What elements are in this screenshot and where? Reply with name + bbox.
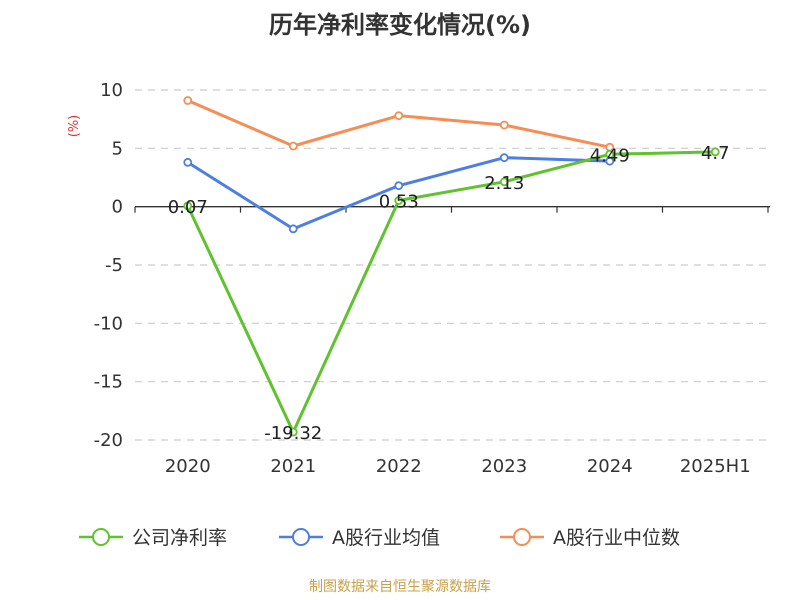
series <box>183 96 720 437</box>
data-point <box>394 181 404 191</box>
data-point <box>183 96 193 105</box>
data-label: 4.7 <box>701 143 730 164</box>
legend-label: A股行业中位数 <box>553 527 680 549</box>
data-point <box>499 120 509 130</box>
x-tick-label: 2021 <box>270 456 316 477</box>
data-point <box>288 427 298 437</box>
series-line <box>187 99 611 149</box>
data-point <box>499 153 509 163</box>
series-line <box>186 150 716 434</box>
legend: 公司净利率 A股行业均值 A股行业中位数 <box>79 527 680 549</box>
x-tick-label: 2024 <box>587 456 633 477</box>
data-label: 0.07 <box>168 197 208 218</box>
legend-item[interactable]: A股行业中位数 <box>500 527 680 549</box>
legend-item[interactable]: A股行业均值 <box>279 527 440 549</box>
data-labels: 0.07 -19.32 0.53 2.13 4.49 4.7 <box>168 143 730 444</box>
y-tick-label: 5 <box>112 138 123 159</box>
data-point <box>288 141 298 151</box>
data-point <box>183 201 193 211</box>
gridlines <box>135 89 768 441</box>
x-tick-label: 2023 <box>481 456 527 477</box>
x-tick-label: 2025H1 <box>680 456 751 477</box>
legend-swatch-marker <box>292 528 310 546</box>
data-label: 4.49 <box>590 145 630 166</box>
y-tick-label: 10 <box>100 80 123 101</box>
y-tick-label: -20 <box>94 430 123 451</box>
data-point <box>394 111 404 121</box>
data-label: 2.13 <box>484 173 524 194</box>
data-point <box>394 196 404 205</box>
source-note: 制图数据来自恒生聚源数据库 <box>309 579 491 595</box>
data-point <box>288 224 298 234</box>
x-tick-label: 2020 <box>165 456 211 477</box>
axes: 10 5 0 -5 -10 -15 -20 2020 2021 2022 2023 2024 2025H… <box>94 80 770 477</box>
y-tick-label: -15 <box>94 372 123 393</box>
data-point <box>605 149 615 159</box>
legend-swatch-marker <box>92 528 110 546</box>
data-point <box>710 147 720 157</box>
data-label: -19.32 <box>264 423 322 444</box>
data-label: 0.53 <box>379 191 419 212</box>
legend-label: A股行业均值 <box>332 527 440 549</box>
y-tick-label: -10 <box>94 313 123 334</box>
chart-title: 历年净利率变化情况(%) <box>269 11 531 39</box>
legend-label: 公司净利率 <box>132 527 227 549</box>
legend-item[interactable]: 公司净利率 <box>79 527 227 549</box>
y-tick-label: 0 <box>112 197 123 218</box>
y-axis-unit: (%) <box>67 115 82 138</box>
x-tick-label: 2022 <box>376 456 422 477</box>
y-tick-label: -5 <box>105 255 123 276</box>
data-point <box>183 157 193 167</box>
legend-swatch-marker <box>513 528 531 546</box>
data-point <box>499 177 509 187</box>
